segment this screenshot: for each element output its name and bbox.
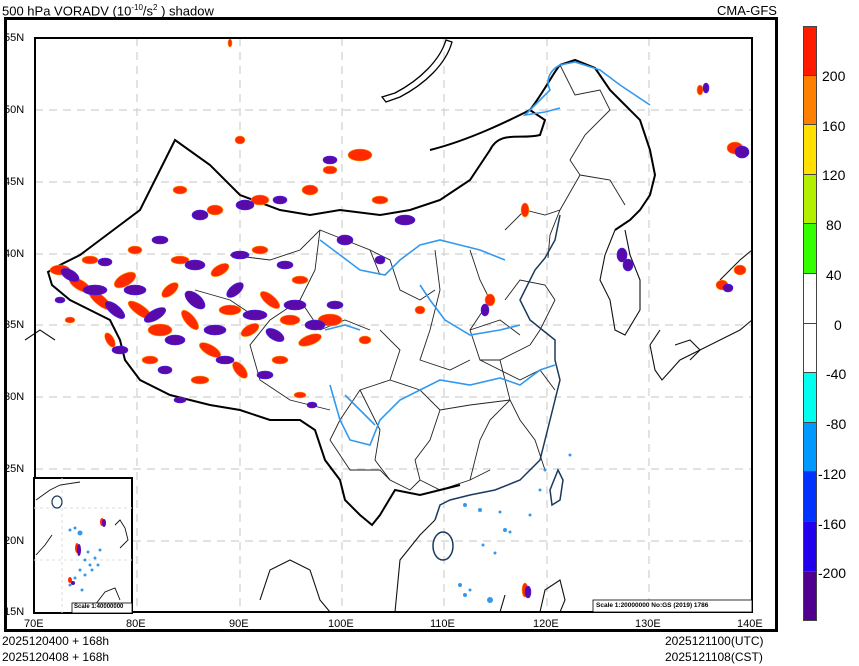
colorbar-seg-m40-0 [803, 323, 817, 374]
colorbar-seg-gt200 [803, 26, 817, 76]
lon-label-120e: 120E [533, 618, 559, 630]
colorbar-label: 200 [822, 68, 846, 84]
lon-label-140e: 140E [737, 618, 763, 630]
valid-time-cst: 2025121108(CST) [665, 650, 763, 664]
colorbar-seg-m200-m160 [803, 521, 817, 572]
colorbar-label: -40 [826, 366, 847, 382]
lake-baikal [380, 39, 453, 103]
scale-box [592, 599, 753, 613]
init-time-cst: 2025120408 + 168h [2, 650, 110, 664]
lon-label-90e: 90E [229, 618, 249, 630]
lon-label-70e: 70E [24, 618, 44, 630]
colorbar-label: -120 [818, 466, 847, 482]
lat-label-25n: 25N [4, 463, 25, 475]
lat-label-35n: 35N [4, 319, 25, 331]
colorbar [803, 26, 817, 622]
rivers [319, 61, 651, 446]
model-label: CMA-GFS [717, 3, 777, 18]
lat-label-40n: 40N [4, 248, 25, 260]
valid-time-utc: 2025121100(UTC) [665, 634, 764, 648]
lon-label-80e: 80E [126, 618, 146, 630]
lon-label-110e: 110E [430, 618, 455, 630]
lat-label-55n: 55N [4, 32, 25, 44]
lat-label-30n: 30N [4, 391, 25, 403]
inset-map [33, 477, 133, 614]
colorbar-label: 40 [826, 267, 842, 283]
lon-label-100e: 100E [328, 618, 354, 630]
colorbar-seg-120-160 [803, 125, 817, 175]
province-borders [194, 64, 626, 491]
colorbar-label: -80 [826, 416, 847, 432]
colorbar-label: 0 [834, 317, 842, 333]
colorbar-seg-m80-m40 [803, 373, 817, 423]
main-scale-label: Scale 1:20000000 No:GS (2019) 1786 [596, 602, 709, 609]
colorbar-seg-m160-m120 [803, 472, 817, 522]
colorbar-seg-lt-m200 [803, 571, 817, 622]
colorbar-seg-160-200 [803, 75, 817, 126]
negative-cells [54, 82, 750, 599]
scs-negative-cells [458, 453, 572, 603]
lat-label-15n: 15N [4, 606, 25, 618]
taiwan-island [549, 468, 564, 507]
chart-title: 500 hPa VORADV (10-10/s2 ) shadow [2, 3, 214, 19]
map-frame [34, 37, 753, 613]
border-northeast [559, 58, 657, 231]
hainan-island [432, 531, 454, 561]
colorbar-label: 160 [822, 118, 846, 134]
lat-label-20n: 20N [4, 535, 25, 547]
colorbar-label: -160 [818, 516, 847, 532]
colorbar-label: 80 [826, 217, 842, 233]
colorbar-label: -200 [818, 565, 847, 581]
lon-label-130e: 130E [635, 618, 661, 630]
colorbar-seg-m120-m80 [803, 422, 817, 473]
lat-label-50n: 50N [4, 104, 25, 116]
lat-label-45n: 45N [4, 176, 25, 188]
national-border [46, 108, 547, 527]
colorbar-seg-80-120 [803, 174, 817, 225]
graticule [35, 38, 752, 612]
inset-scale-label: Scale 1:40000000 [74, 604, 124, 610]
map-outer-frame [4, 17, 778, 632]
colorbar-seg-40-80 [803, 224, 817, 274]
colorbar-seg-0-40 [803, 273, 817, 324]
foreign-coastlines [24, 229, 753, 613]
colorbar-label: 120 [822, 167, 846, 183]
coastline [434, 214, 561, 521]
init-time-utc: 2025120400 + 168h [2, 634, 110, 648]
